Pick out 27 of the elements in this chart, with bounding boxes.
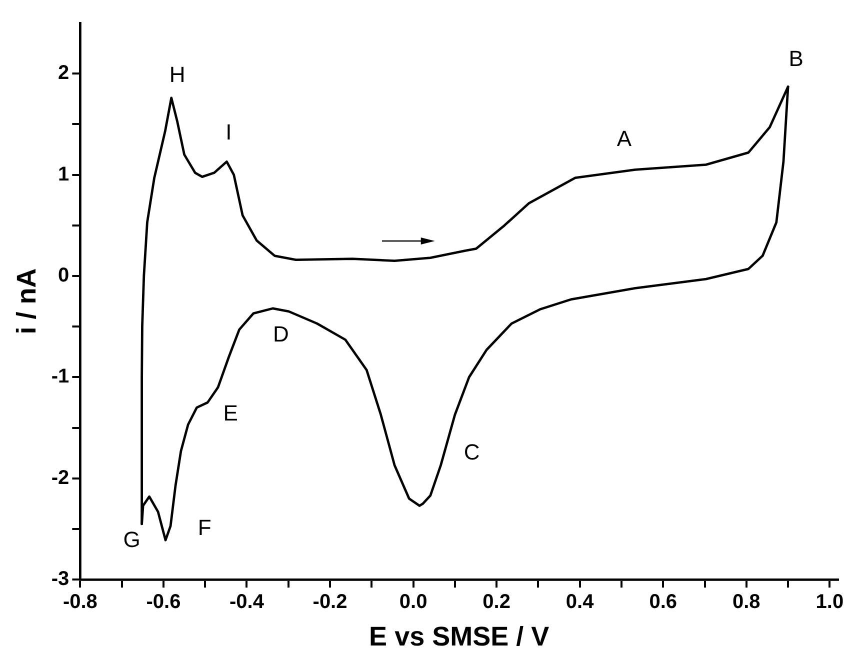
x-tick-label: 0.8 — [732, 591, 760, 614]
y-tick-label: -2 — [51, 466, 70, 489]
x-tick-label: 1.0 — [816, 591, 844, 614]
annotation: H — [169, 62, 186, 87]
y-tick-label: 0 — [58, 264, 70, 287]
annotation: B — [788, 46, 804, 71]
x-tick-label: -0.8 — [62, 591, 98, 614]
y-tick-label: -1 — [51, 366, 70, 388]
y-tick-label: 2 — [58, 62, 70, 84]
annotation: I — [226, 120, 232, 145]
y-tick-label: -3 — [51, 568, 70, 590]
annotation: C — [464, 439, 480, 464]
annotation: E — [223, 400, 238, 426]
x-tick-label: -0.4 — [230, 591, 265, 614]
x-tick-label: -0.6 — [146, 591, 181, 614]
x-tick-label: -0.2 — [312, 591, 348, 614]
x-tick-label: 0.6 — [649, 591, 678, 614]
x-axis-title: E vs SMSE / V — [369, 621, 550, 652]
y-axis-title: i / nA — [12, 268, 42, 334]
x-tick-label: 0.4 — [566, 591, 595, 614]
y-tick-label: 1 — [58, 163, 70, 186]
x-tick-label: 0.0 — [399, 591, 428, 614]
annotation: F — [198, 515, 212, 540]
annotation: A — [616, 126, 632, 151]
annotation: G — [123, 527, 140, 552]
annotation: D — [273, 321, 289, 346]
x-tick-label: 0.2 — [482, 591, 510, 614]
